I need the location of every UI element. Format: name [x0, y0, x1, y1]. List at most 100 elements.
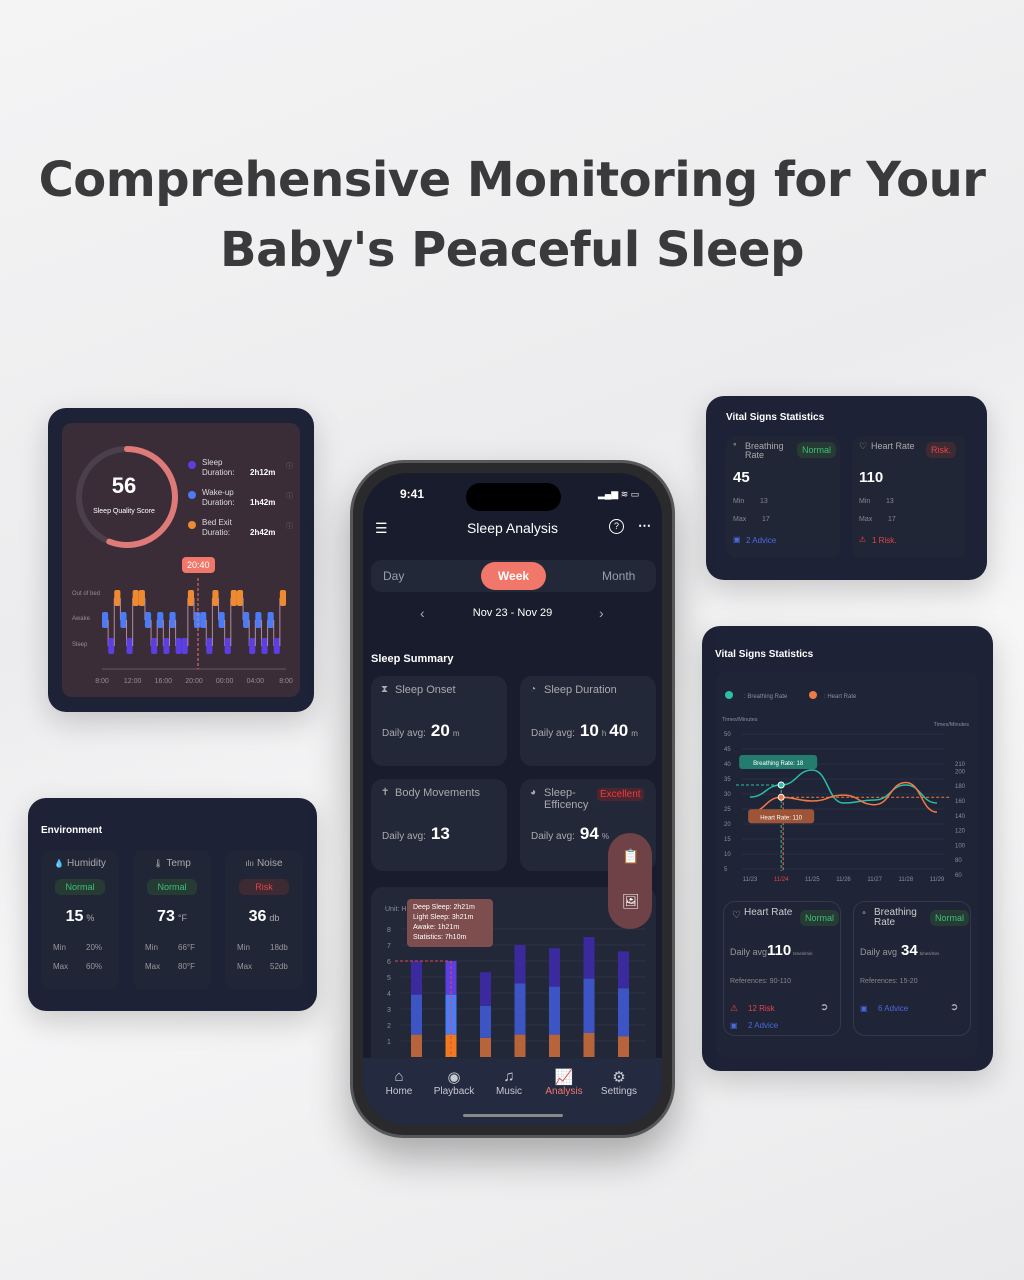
- env-value: 15%: [41, 908, 119, 926]
- awake-block: [169, 612, 176, 628]
- x-tick-label: 16:00: [155, 678, 173, 685]
- tab-day[interactable]: Day: [383, 569, 405, 583]
- y-tick-label: 8: [387, 927, 391, 934]
- card-value: Daily avg: 13: [382, 824, 450, 844]
- info-icon[interactable]: ⓘ: [286, 463, 293, 470]
- x-tick-label: 8:00: [279, 678, 293, 685]
- bar-deep-sleep[interactable]: [480, 972, 491, 1006]
- time-tooltip: 20:40: [182, 557, 215, 573]
- y-axis-label: Times/Minutes: [722, 717, 758, 723]
- env-header: ılıı Noise: [225, 858, 303, 869]
- legend-heart: : Heart Rate: [824, 694, 857, 700]
- tab-week[interactable]: Week: [481, 562, 546, 590]
- heart-icon: ♡: [732, 910, 741, 921]
- info-icon[interactable]: ⓘ: [286, 493, 293, 500]
- menu-icon[interactable]: ☰: [375, 520, 388, 536]
- env-unit: %: [86, 913, 95, 923]
- advice-link[interactable]: 2 Advice: [748, 1021, 779, 1030]
- y-tick-label: 4: [387, 991, 391, 998]
- bar-deep-sleep[interactable]: [411, 961, 422, 995]
- env-min-label: Min: [53, 943, 66, 952]
- vital-detail-value: Daily avg 34 times/min: [860, 942, 939, 960]
- card-unit2: m: [631, 729, 638, 738]
- image-icon[interactable]: 🖼: [622, 893, 640, 909]
- nav-settings[interactable]: ⚙ Settings: [591, 1068, 647, 1097]
- summary-card-sleep-onset[interactable]: ⧗ Sleep Onset Daily avg: 20 m: [371, 676, 507, 766]
- vital-signs-chart-card: Vital Signs Statistics : Breathing Rate:…: [702, 626, 993, 1071]
- summary-card-body-movements[interactable]: ✝ Body Movements Daily avg: 13: [371, 779, 507, 871]
- vital-detail-label: Breathing Rate: [874, 907, 917, 928]
- card-value: Daily avg: 20 m: [382, 721, 463, 741]
- card-prefix: Daily avg:: [382, 831, 426, 842]
- excellent-badge: Excellent: [597, 788, 644, 801]
- legend-value: 2h12m: [250, 468, 276, 477]
- card-value: 94: [579, 824, 599, 843]
- page-title: Sleep Analysis: [466, 520, 559, 536]
- efficiency-icon: ◕: [530, 787, 537, 798]
- tab-month[interactable]: Month: [602, 569, 636, 583]
- info-icon[interactable]: ⓘ: [286, 523, 293, 530]
- card-prefix: Daily avg:: [382, 728, 426, 739]
- env-label: Humidity: [67, 858, 106, 869]
- nav-analysis[interactable]: 📈 Analysis: [536, 1068, 592, 1097]
- legend-dot: [188, 461, 196, 469]
- sleep-block: [151, 638, 158, 654]
- home-icon: ⌂: [394, 1068, 404, 1085]
- advice-link[interactable]: 2 Advice: [746, 536, 777, 545]
- state-label: Awake: [72, 616, 91, 622]
- nav-label: Playback: [433, 1086, 475, 1097]
- bar-awake[interactable]: [583, 1033, 595, 1057]
- bar-light-sleep[interactable]: [583, 978, 595, 1033]
- sleep-block: [206, 638, 213, 654]
- sleep-block: [181, 638, 188, 654]
- bar-light-sleep[interactable]: [445, 994, 457, 1035]
- bar-awake[interactable]: [618, 1036, 629, 1057]
- bar-awake[interactable]: [411, 1034, 422, 1057]
- risk-link[interactable]: 1 Risk.: [872, 536, 897, 545]
- bar-light-sleep[interactable]: [480, 1005, 491, 1038]
- advice-link[interactable]: 6 Advice: [878, 1004, 909, 1013]
- sleep-quality-card: Out of bed Awake Sleep 8:00 12:00 16:00 20:00 0…: [48, 408, 314, 712]
- advice-icon: ▣: [730, 1021, 738, 1030]
- bar-deep-sleep[interactable]: [583, 937, 595, 979]
- nav-music[interactable]: ♫ Music: [481, 1068, 537, 1097]
- next-week-chevron-icon[interactable]: ›: [599, 605, 604, 621]
- bar-awake[interactable]: [549, 1034, 560, 1057]
- thermometer-icon: 🌡: [153, 859, 164, 868]
- bar-deep-sleep[interactable]: [549, 948, 560, 987]
- legend-heart-dot: [809, 691, 817, 699]
- arrow-circle-icon[interactable]: ➲: [950, 1002, 959, 1013]
- env-min-value: 18db: [270, 943, 288, 952]
- nav-playback[interactable]: ◉ Playback: [426, 1068, 482, 1097]
- env-max-label: Max: [237, 962, 253, 971]
- bar-awake[interactable]: [514, 1034, 526, 1057]
- bar-light-sleep[interactable]: [549, 986, 560, 1035]
- bar-light-sleep[interactable]: [514, 983, 526, 1035]
- y-tick-label: 25: [724, 807, 731, 813]
- more-icon[interactable]: ⋯: [638, 518, 651, 533]
- report-icon[interactable]: 📋: [622, 848, 640, 864]
- arrow-circle-icon[interactable]: ➲: [820, 1002, 829, 1013]
- bar-light-sleep[interactable]: [411, 994, 422, 1035]
- risk-link[interactable]: 12 Risk: [748, 1004, 775, 1013]
- bar-awake[interactable]: [480, 1037, 491, 1057]
- card-prefix: Daily avg:: [531, 831, 575, 842]
- nav-home[interactable]: ⌂ Home: [371, 1068, 427, 1097]
- bar-awake[interactable]: [445, 1034, 457, 1057]
- bar-deep-sleep[interactable]: [514, 945, 526, 984]
- out-of-bed-block: [279, 590, 286, 606]
- prev-week-chevron-icon[interactable]: ‹: [420, 605, 425, 621]
- sleep-block: [126, 638, 133, 654]
- headline: Comprehensive Monitoring for Your Baby's …: [0, 145, 1024, 285]
- bar-light-sleep[interactable]: [618, 988, 629, 1037]
- daily-avg-unit: times/min: [793, 951, 813, 956]
- x-tick-label: 11/28: [899, 877, 914, 883]
- bar-deep-sleep[interactable]: [618, 951, 629, 989]
- max-label: Max: [733, 516, 747, 523]
- help-icon[interactable]: ?: [609, 519, 624, 534]
- env-label: Temp: [166, 858, 191, 869]
- vital-heart-card: ♡ Heart Rate Risk. 110 Min 13 Max 17 ⚠ 1 Risk.: [852, 436, 966, 558]
- card-prefix: Daily avg:: [531, 728, 575, 739]
- vital-label: Heart Rate: [871, 441, 915, 451]
- summary-card-sleep-duration[interactable]: ◔ Sleep Duration Daily avg: 10 h 40 m: [520, 676, 656, 766]
